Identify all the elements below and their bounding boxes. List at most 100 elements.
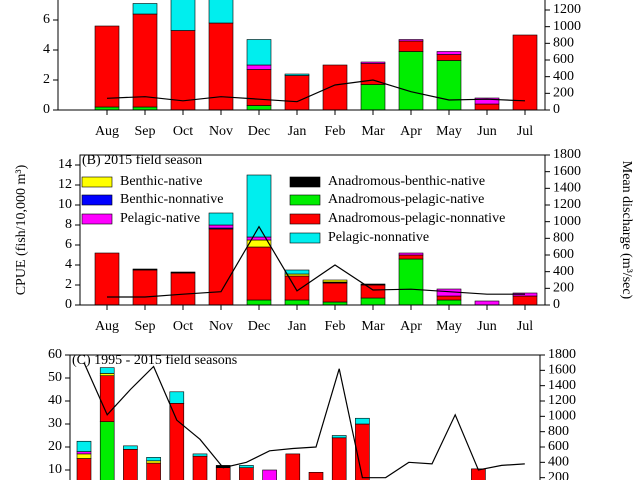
discharge-line: [107, 225, 525, 298]
panel-title: (B) 2015 field season: [82, 153, 202, 168]
bar-segment: [208, 224, 234, 229]
x-tick-label: Feb: [325, 124, 346, 139]
bar-segment: [76, 458, 92, 480]
x-tick-label: Aug: [95, 319, 119, 334]
bar-segment: [239, 465, 254, 468]
bar-segment: [360, 283, 386, 286]
bar-segment: [94, 25, 120, 108]
y-tick-label: 2: [43, 72, 50, 87]
bar-segment: [99, 373, 115, 376]
bar-segment: [169, 391, 185, 404]
bar-segment: [170, 30, 196, 111]
y2-tick-label: 1000: [553, 214, 581, 229]
bar-segment: [322, 282, 348, 303]
legend-swatch: [81, 194, 113, 206]
y2-tick-label: 1600: [548, 363, 576, 378]
x-tick-label: Sep: [135, 124, 156, 139]
bar-segment: [308, 471, 324, 480]
y-tick-label: 10: [58, 197, 72, 212]
bar-segment: [398, 51, 424, 111]
bar-segment: [246, 105, 272, 111]
bar-segment: [360, 284, 386, 299]
bar-segment: [436, 295, 462, 301]
bar-segment: [436, 299, 462, 306]
bar-segment: [285, 453, 301, 480]
bar-segment: [512, 295, 538, 306]
x-tick-label: Apr: [400, 319, 422, 334]
y2-tick-label: 600: [553, 52, 574, 67]
bar-segment: [99, 421, 115, 480]
bar-segment: [123, 445, 138, 450]
legend-label: Benthic-nonnative: [120, 192, 223, 207]
plot-frame: [79, 154, 546, 306]
bar-segment: [146, 462, 161, 480]
legend-swatch: [81, 213, 113, 225]
panel-title: (C) 1995 - 2015 field seasons: [72, 353, 237, 368]
plot-frame: [69, 354, 541, 480]
bar-segment: [208, 228, 234, 306]
y2-tick-label: 200: [553, 86, 574, 101]
discharge-line: [106, 79, 526, 103]
x-tick-label: Apr: [400, 124, 422, 139]
bar-segment: [170, 271, 196, 274]
bar-segment: [192, 455, 208, 480]
y2-axis-label: Mean discharge (m³/sec): [619, 161, 634, 300]
bar-segment: [246, 299, 272, 306]
legend-label: Anadromous-pelagic-nonnative: [328, 211, 505, 226]
bar-segment: [99, 367, 115, 374]
y2-tick-label: 1400: [553, 181, 581, 196]
y-tick-label: 0: [43, 102, 50, 117]
y2-tick-label: 200: [548, 470, 569, 480]
y-tick-label: 8: [65, 217, 72, 232]
bar-segment: [436, 54, 462, 61]
bar-segment: [284, 299, 310, 306]
bar-segment: [262, 469, 277, 480]
y2-tick-label: 1800: [548, 347, 576, 362]
bar-segment: [284, 73, 310, 76]
bar-segment: [132, 3, 158, 15]
y-tick-label: 4: [65, 257, 72, 272]
x-tick-label: Jul: [517, 124, 533, 139]
y2-tick-label: 800: [553, 231, 574, 246]
legend-swatch: [81, 176, 113, 188]
bar-segment: [398, 40, 424, 52]
bar-segment: [398, 252, 424, 256]
y-tick-label: 60: [48, 347, 62, 362]
bar-segment: [331, 437, 347, 480]
bar-segment: [360, 61, 386, 64]
y2-tick-label: 600: [548, 439, 569, 454]
bar-segment: [322, 64, 348, 111]
y2-tick-label: 200: [553, 281, 574, 296]
bar-segment: [398, 39, 424, 42]
bar-segment: [146, 457, 161, 462]
bar-segment: [76, 453, 92, 459]
bar-segment: [76, 451, 92, 455]
x-tick-label: May: [436, 124, 462, 139]
y2-tick-label: 800: [553, 36, 574, 51]
y2-tick-label: 1800: [553, 147, 581, 162]
bar-segment: [436, 51, 462, 55]
y2-tick-label: 600: [553, 247, 574, 262]
bar-segment: [170, 0, 196, 31]
y2-tick-label: 1400: [548, 378, 576, 393]
y2-tick-label: 1000: [548, 409, 576, 424]
y2-tick-label: 1200: [553, 197, 581, 212]
bar-segment: [246, 246, 272, 301]
bar-segment: [132, 13, 158, 108]
x-tick-label: Jul: [517, 319, 533, 334]
bar-segment: [192, 453, 208, 457]
bar-segment: [169, 402, 185, 480]
y2-tick-label: 1000: [553, 19, 581, 34]
bar-segment: [208, 0, 234, 24]
legend-label: Pelagic-nonnative: [328, 230, 429, 245]
bar-segment: [123, 448, 138, 480]
bar-segment: [132, 269, 158, 306]
y-tick-label: 50: [48, 370, 62, 385]
bar-segment: [474, 97, 500, 105]
x-tick-label: Jun: [477, 319, 496, 334]
bar-segment: [360, 297, 386, 306]
bar-segment: [146, 460, 161, 464]
legend-swatch: [289, 213, 321, 225]
y2-tick-label: 0: [553, 297, 560, 312]
